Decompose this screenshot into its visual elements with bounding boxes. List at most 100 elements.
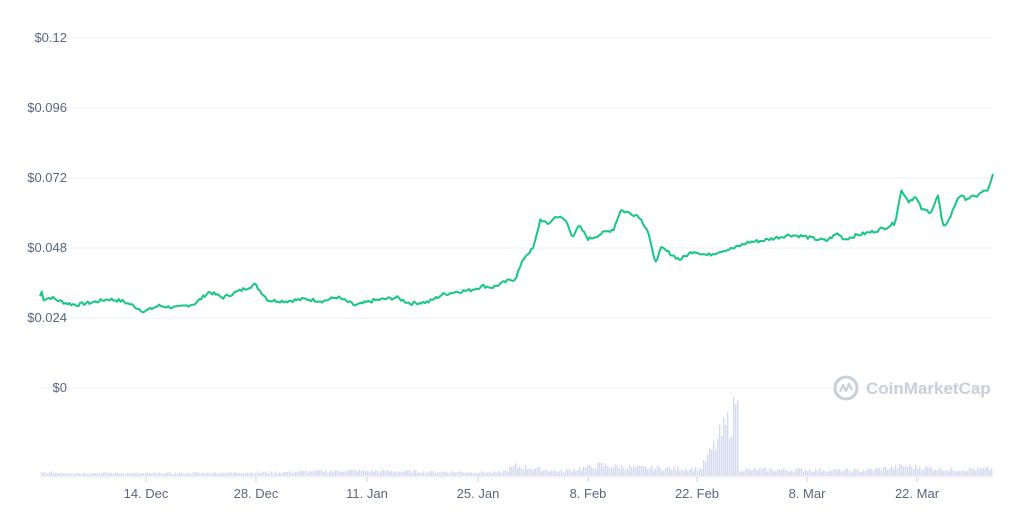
volume-bar — [437, 472, 439, 476]
volume-bar — [119, 473, 121, 476]
volume-bar — [741, 471, 743, 476]
volume-bar — [557, 472, 559, 476]
volume-bar — [101, 472, 103, 476]
volume-bar — [669, 467, 671, 476]
volume-bar — [107, 473, 109, 476]
volume-bar — [291, 472, 293, 476]
volume-bar — [857, 469, 859, 476]
volume-bar — [457, 471, 459, 476]
volume-bar — [205, 473, 207, 476]
volume-bar — [549, 471, 551, 476]
volume-bar — [59, 473, 61, 476]
volume-bar — [411, 472, 413, 476]
volume-bar — [97, 472, 99, 476]
volume-bar — [917, 468, 919, 476]
volume-bar — [73, 473, 75, 476]
volume-bar — [427, 471, 429, 476]
volume-bar — [251, 472, 253, 476]
volume-bar — [359, 469, 361, 476]
volume-bar — [171, 473, 173, 476]
volume-bar — [689, 469, 691, 476]
volume-bar — [501, 473, 503, 476]
volume-bar — [883, 466, 885, 476]
volume-bar — [693, 471, 695, 476]
volume-bar — [175, 472, 177, 476]
volume-bar — [439, 472, 441, 476]
volume-bar — [601, 462, 603, 476]
volume-bar — [637, 465, 639, 476]
volume-bar — [379, 472, 381, 476]
volume-bar — [897, 468, 899, 476]
volume-bar — [945, 470, 947, 476]
volume-bar — [255, 473, 257, 476]
volume-bar — [383, 469, 385, 476]
volume-bar — [687, 471, 689, 476]
volume-bar — [947, 471, 949, 476]
volume-bar — [513, 465, 515, 476]
volume-bar — [871, 468, 873, 476]
volume-bar — [203, 472, 205, 476]
volume-bar — [271, 471, 273, 476]
volume-bar — [587, 464, 589, 476]
volume-bar — [925, 465, 927, 476]
volume-bar — [239, 473, 241, 476]
volume-bar — [329, 471, 331, 476]
volume-bar — [461, 471, 463, 476]
volume-bar — [289, 470, 291, 476]
volume-bar — [499, 471, 501, 476]
volume-bar — [927, 467, 929, 476]
volume-bar — [163, 473, 165, 476]
volume-bar — [849, 470, 851, 476]
volume-bar — [867, 468, 869, 476]
volume-bar — [661, 470, 663, 476]
volume-bar — [905, 465, 907, 476]
volume-bar — [425, 472, 427, 476]
volume-bar — [269, 473, 271, 476]
volume-bar — [351, 469, 353, 476]
watermark: CoinMarketCap — [833, 375, 991, 401]
volume-bar — [913, 469, 915, 476]
volume-bar — [753, 468, 755, 476]
volume-bar — [347, 470, 349, 476]
volume-bar — [69, 473, 71, 476]
volume-bar — [303, 470, 305, 476]
volume-bar — [81, 473, 83, 476]
watermark-text: CoinMarketCap — [866, 379, 991, 398]
volume-bar — [225, 473, 227, 476]
volume-bar — [53, 473, 55, 476]
volume-bar — [599, 462, 601, 476]
volume-bar — [747, 468, 749, 476]
volume-bar — [671, 469, 673, 476]
volume-bar — [729, 438, 731, 476]
volume-bar — [819, 468, 821, 476]
volume-bar — [985, 467, 987, 476]
volume-bar — [507, 471, 509, 476]
volume-bar — [583, 466, 585, 476]
volume-bar — [795, 469, 797, 476]
volume-bar — [821, 471, 823, 476]
volume-bar — [257, 471, 259, 476]
volume-bar — [691, 467, 693, 476]
volume-bar — [275, 471, 277, 476]
volume-bar — [185, 473, 187, 476]
volume-bar — [375, 470, 377, 476]
volume-bar — [989, 470, 991, 476]
y-tick-label: $0.048 — [27, 240, 67, 255]
volume-bar — [951, 467, 953, 476]
volume-bar — [981, 467, 983, 476]
volume-bar — [901, 464, 903, 476]
volume-bar — [149, 472, 151, 476]
volume-bar — [723, 417, 725, 476]
volume-bar — [93, 472, 95, 476]
volume-bar — [789, 471, 791, 476]
volume-bar — [659, 467, 661, 476]
volume-bar — [51, 471, 53, 476]
volume-bar — [923, 469, 925, 476]
volume-bar — [473, 473, 475, 476]
volume-bar — [227, 472, 229, 476]
volume-bar — [675, 469, 677, 476]
volume-bar — [307, 472, 309, 476]
volume-bar — [179, 472, 181, 476]
volume-bar — [597, 462, 599, 476]
volume-bar — [91, 473, 93, 476]
